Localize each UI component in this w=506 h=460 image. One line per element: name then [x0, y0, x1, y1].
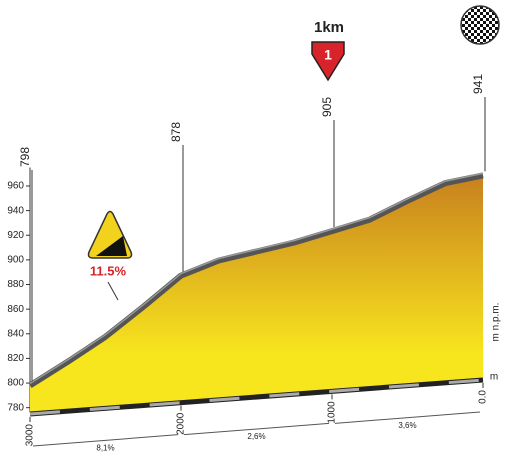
profile-edge-light	[29, 172, 484, 385]
segment-bracket	[32, 434, 179, 447]
segment-label: 3,6%	[398, 421, 416, 430]
y-unit-label: m n.p.m.	[491, 303, 502, 342]
x-tick-label: 3000	[25, 424, 36, 447]
segment-bracket	[334, 411, 481, 424]
y-tick-label: 940	[7, 205, 24, 216]
finish-icon	[460, 5, 500, 45]
y-tick-label: 780	[7, 402, 24, 413]
altitude-label: 905	[320, 97, 334, 117]
steep-leader	[107, 281, 119, 301]
x-tick-label: 0.0	[478, 390, 489, 404]
y-tick-label: 840	[7, 328, 24, 339]
y-tick-label: 800	[7, 378, 24, 389]
segment-label: 2,6%	[247, 432, 265, 441]
y-tick-label: 900	[7, 255, 24, 266]
x-tick-label: 2000	[176, 412, 187, 435]
y-tick-label: 880	[7, 279, 24, 290]
profile-edge	[28, 172, 484, 389]
y-tick-label: 820	[7, 353, 24, 364]
km-icon	[311, 41, 345, 82]
km-number: 1	[324, 47, 332, 63]
altitude-label: 878	[169, 122, 183, 142]
km-marker: 1km	[314, 19, 344, 36]
baseline-label: m	[490, 372, 498, 383]
segment-label: 8,1%	[96, 443, 114, 452]
steep-label: 11.5%	[90, 263, 127, 278]
segment-bracket	[183, 422, 330, 436]
y-tick-label: 920	[7, 230, 24, 241]
steep-icon-fill	[96, 236, 127, 256]
altitude-label: 798	[18, 147, 32, 167]
x-tick-label: 1000	[327, 401, 338, 424]
y-tick-label: 860	[7, 304, 24, 315]
y-tick-label: 960	[7, 181, 24, 192]
base-band-dash	[29, 378, 484, 416]
profile-area	[30, 175, 483, 412]
altitude-label: 941	[471, 74, 485, 94]
